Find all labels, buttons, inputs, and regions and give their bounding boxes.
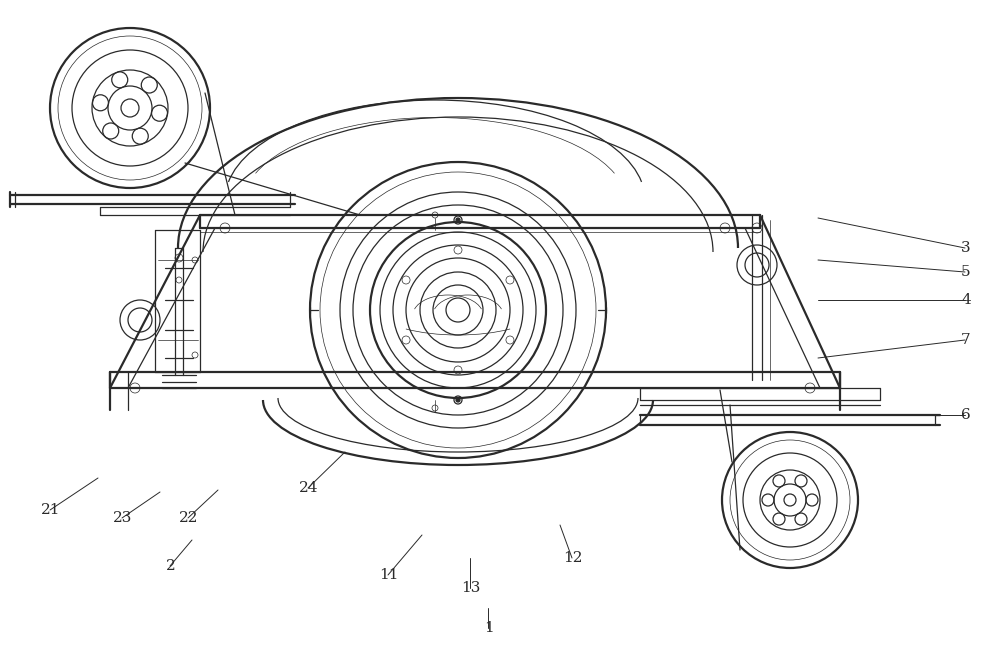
Text: 12: 12 (563, 551, 583, 565)
Text: 22: 22 (179, 511, 199, 525)
Text: 7: 7 (961, 333, 971, 347)
Text: 23: 23 (113, 511, 133, 525)
Text: 11: 11 (379, 568, 399, 582)
Text: 24: 24 (299, 481, 319, 495)
Text: 3: 3 (961, 241, 971, 255)
Circle shape (456, 398, 460, 402)
Text: 1: 1 (484, 621, 494, 635)
Text: 6: 6 (961, 408, 971, 422)
Text: 2: 2 (166, 559, 176, 573)
Text: 4: 4 (961, 293, 971, 307)
Text: 21: 21 (41, 503, 61, 517)
Text: 13: 13 (461, 581, 481, 595)
Circle shape (456, 218, 460, 222)
Text: 5: 5 (961, 265, 971, 279)
